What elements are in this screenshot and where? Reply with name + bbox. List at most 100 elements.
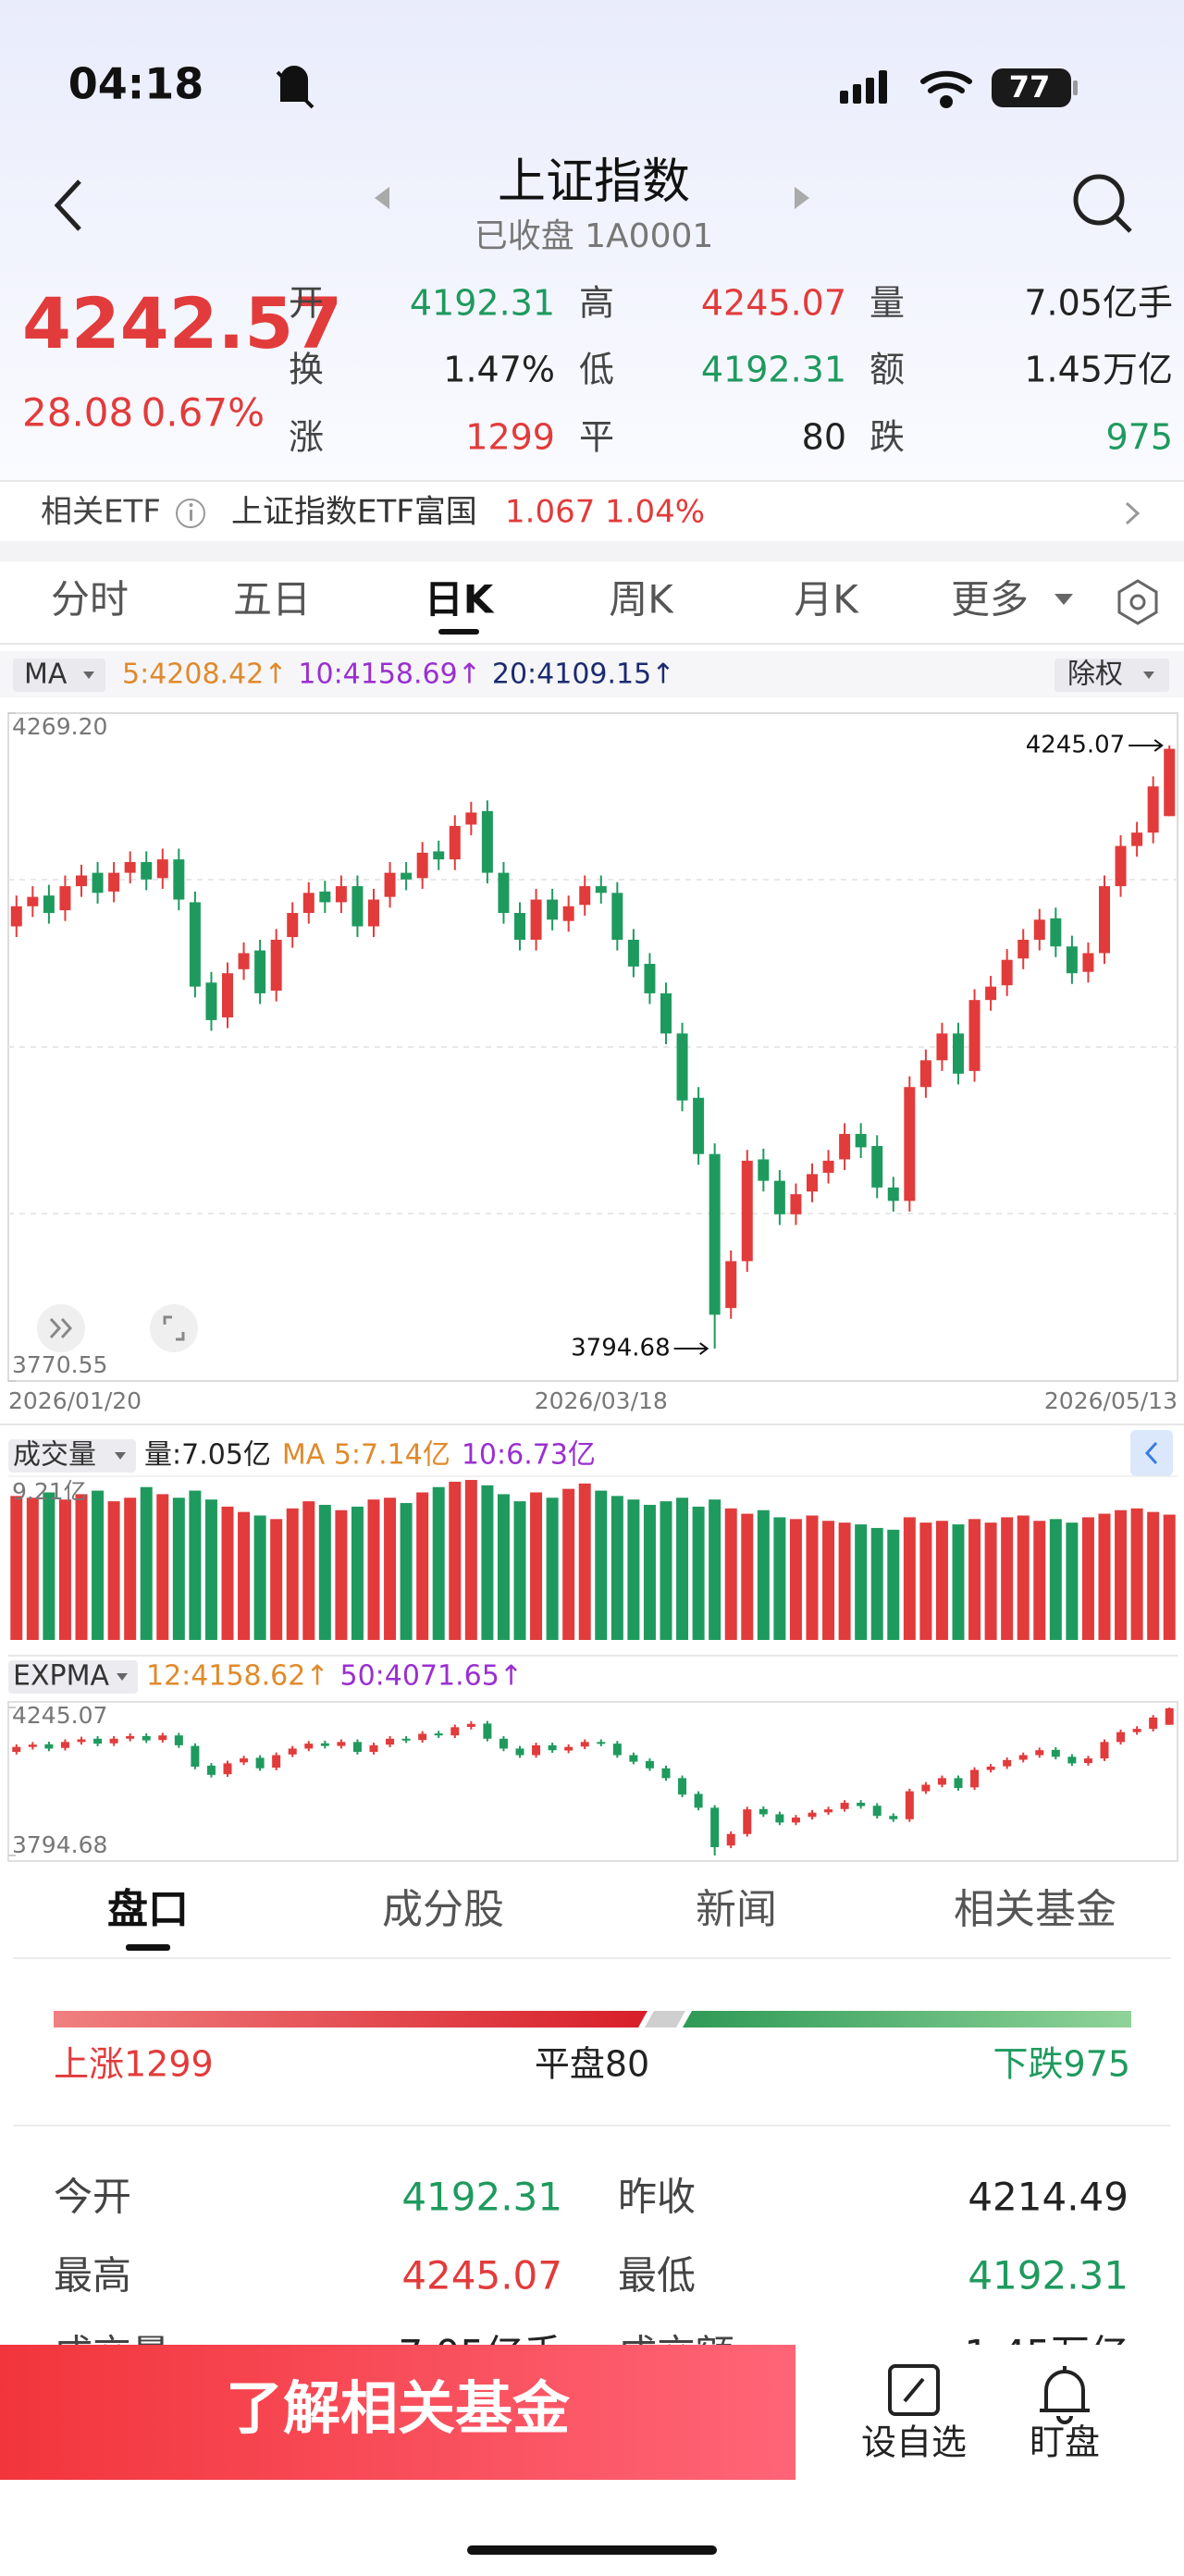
volume-bar <box>497 1494 510 1640</box>
y-tick-label: 3770.55 <box>12 1351 107 1378</box>
next-index[interactable] <box>795 187 809 209</box>
status-time: 04:18 <box>68 59 204 109</box>
candles: 4269.20 3770.55 2026/01/20 2026/03/18 2026/0… <box>8 712 1178 1414</box>
field-label: 量 <box>870 283 905 324</box>
alert-label[interactable]: 盯盘 <box>1030 2422 1100 2463</box>
fund-button[interactable] <box>0 2345 796 2480</box>
back-button[interactable] <box>54 179 81 231</box>
candle-body <box>1099 886 1110 954</box>
candle-body <box>1018 1755 1028 1760</box>
volume-bar <box>335 1510 348 1640</box>
volume-bar <box>660 1501 672 1640</box>
candle-body <box>775 1814 784 1823</box>
prev-index[interactable] <box>375 187 389 209</box>
period-tab[interactable]: 周K <box>609 577 674 622</box>
candle-body <box>676 1033 688 1101</box>
volume-bar <box>578 1483 591 1640</box>
volume-bar <box>870 1527 883 1640</box>
volume-bar <box>919 1522 932 1640</box>
low-label: 3794.68 <box>571 1335 671 1362</box>
candle-body <box>954 1778 963 1789</box>
period-tab[interactable]: 日K <box>425 577 495 622</box>
volume-bar <box>1017 1515 1030 1640</box>
field-value: 975 <box>1105 417 1173 458</box>
candle-body <box>678 1778 687 1795</box>
adjust-select[interactable] <box>1054 659 1169 692</box>
volume-bar <box>1049 1519 1062 1640</box>
volume-bar <box>610 1496 623 1640</box>
cell-value: 4214.49 <box>968 2175 1128 2220</box>
candle-body <box>287 913 299 938</box>
collapse-button[interactable] <box>1130 1430 1173 1476</box>
candle-body <box>661 1768 671 1779</box>
candle-body <box>580 1742 589 1747</box>
volume-bar <box>286 1508 299 1640</box>
more-caret[interactable] <box>1054 594 1073 605</box>
candle-body <box>1100 1742 1109 1759</box>
mute-icon <box>276 66 314 109</box>
candle-body <box>791 1818 800 1823</box>
candle-body <box>270 939 282 992</box>
candle-body <box>872 1806 882 1817</box>
chart-guides <box>8 879 1178 1214</box>
period-tab[interactable]: 分时 <box>51 577 129 622</box>
candle-body <box>240 1758 249 1763</box>
legend-entry: 20:4109.15↑ <box>492 659 674 691</box>
candle-body <box>109 1738 118 1744</box>
candle-body <box>384 872 396 897</box>
candle-body <box>450 1727 460 1736</box>
volume-bar <box>513 1501 526 1640</box>
period-tab[interactable]: 更多 <box>951 577 1029 622</box>
volume-legend: 量:7.05亿 MA 5:7.14亿 10:6.73亿 <box>144 1439 596 1472</box>
detail-tab[interactable]: 成分股 <box>382 1886 504 1933</box>
watchlist-label[interactable]: 设自选 <box>861 2422 967 2463</box>
volume-select[interactable] <box>8 1439 136 1473</box>
field-value: 1.47% <box>443 350 555 390</box>
volume-bar <box>903 1517 916 1640</box>
legend-entry: 10:6.73亿 <box>462 1439 596 1472</box>
info-icon[interactable] <box>176 499 205 528</box>
field-value: 4245.07 <box>701 283 846 324</box>
detail-tab[interactable]: 相关基金 <box>954 1886 1116 1933</box>
home-indicator <box>467 2545 717 2555</box>
candle-body <box>562 906 574 921</box>
etf-name[interactable]: 上证指数ETF富国 <box>231 494 477 531</box>
indicator-select[interactable] <box>13 659 105 692</box>
detail-tab[interactable]: 新闻 <box>696 1886 777 1933</box>
volume-bar <box>692 1506 705 1640</box>
volume-bar <box>318 1504 331 1640</box>
etf-chevron[interactable] <box>1125 501 1141 525</box>
candle-body <box>124 862 136 873</box>
advance-count: 上涨1299 <box>54 2044 214 2085</box>
candle-body <box>1131 832 1143 846</box>
advance-bar <box>54 2011 648 2028</box>
detail-tab[interactable]: 盘口 <box>107 1886 189 1933</box>
watchlist-icon[interactable] <box>888 2364 940 2416</box>
period-tab[interactable]: 五日 <box>233 577 311 622</box>
etf-label: 相关ETF <box>41 494 161 531</box>
field-value: 7.05亿手 <box>1024 283 1173 324</box>
volume-bar <box>1115 1510 1128 1640</box>
alert-icon[interactable] <box>1040 2366 1090 2424</box>
period-tab[interactable]: 月K <box>794 577 859 622</box>
candle-body <box>302 893 314 914</box>
legend-entry: 12:4158.62↑ <box>146 1660 328 1693</box>
wifi-icon <box>920 70 972 108</box>
expma-select[interactable] <box>8 1660 138 1694</box>
candle-body <box>401 872 413 880</box>
legend-entry: 10:4158.69↑ <box>298 659 480 691</box>
volume-bar <box>1147 1511 1160 1640</box>
flat-count: 平盘80 <box>535 2044 649 2085</box>
candle-body <box>434 1733 443 1736</box>
volume-bar <box>757 1510 770 1640</box>
battery-tip <box>1073 80 1078 95</box>
zoom-buttons[interactable] <box>37 1304 198 1352</box>
settings-button[interactable] <box>1117 579 1158 625</box>
page-title: 上证指数 <box>498 154 690 210</box>
search-button[interactable] <box>1073 174 1132 233</box>
volume-bar <box>238 1511 251 1640</box>
candle-body <box>288 1748 297 1755</box>
candle-body <box>1132 1729 1141 1732</box>
volume-bar <box>1001 1517 1014 1640</box>
